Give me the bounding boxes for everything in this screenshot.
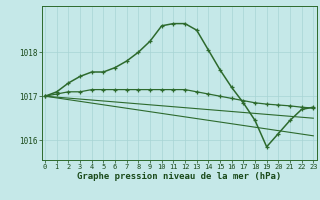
X-axis label: Graphe pression niveau de la mer (hPa): Graphe pression niveau de la mer (hPa): [77, 172, 281, 181]
